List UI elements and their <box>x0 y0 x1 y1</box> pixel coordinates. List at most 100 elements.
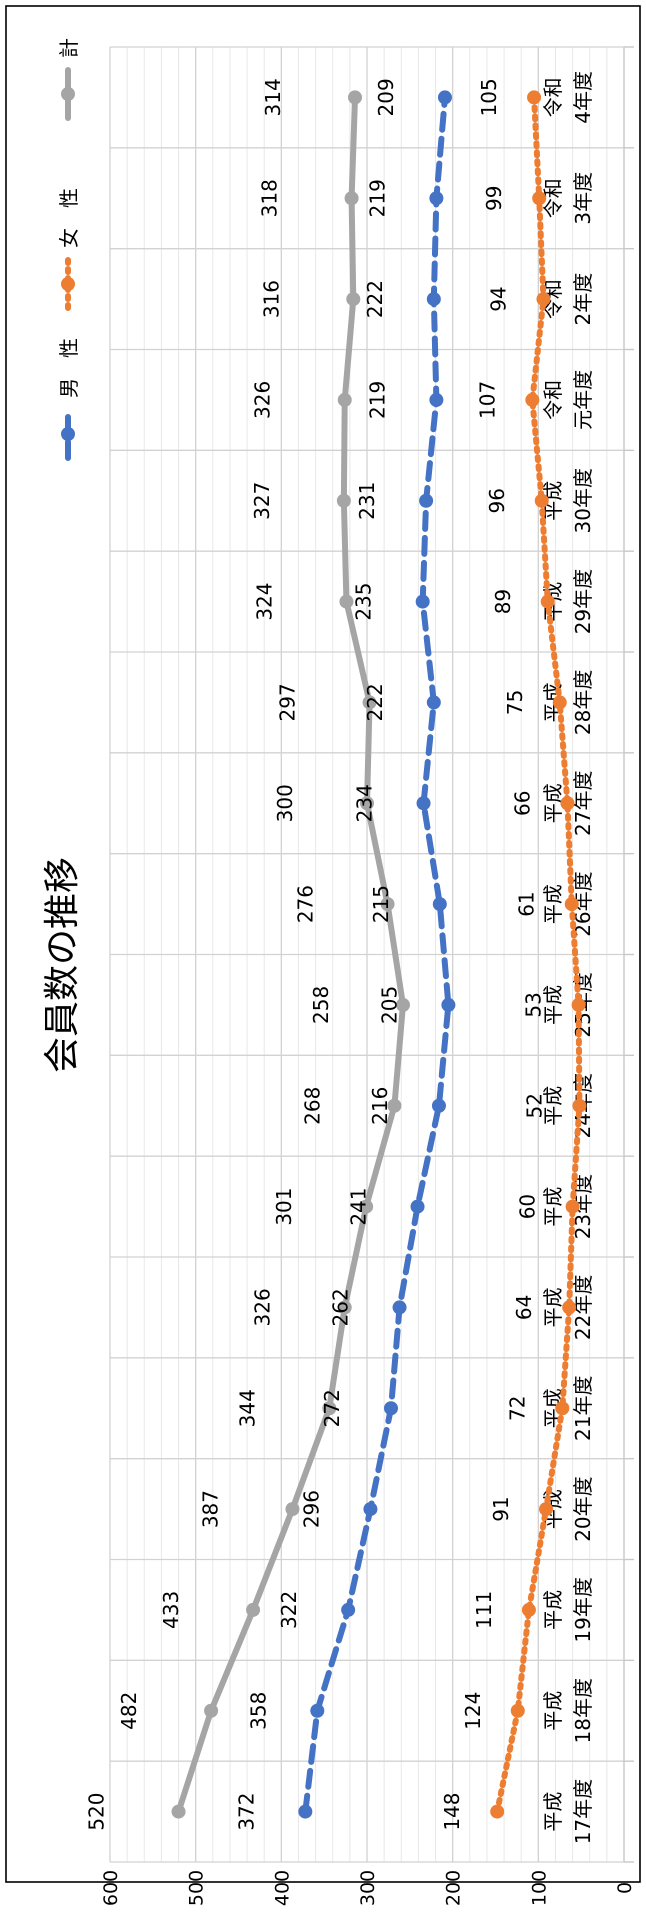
data-point <box>532 191 547 206</box>
data-point <box>363 1502 378 1517</box>
legend-swatch-marker <box>61 87 75 101</box>
category-label-era: 平成 <box>541 1691 565 1731</box>
data-point <box>525 392 540 407</box>
legend-label: 計 <box>57 38 81 58</box>
data-point <box>419 493 434 508</box>
legend-swatch-marker <box>61 277 75 291</box>
data-point <box>564 897 579 912</box>
data-label: 64 <box>512 1295 536 1320</box>
data-label: 94 <box>486 286 510 311</box>
data-point <box>571 997 586 1012</box>
category-label-year: 28年度 <box>571 670 595 735</box>
data-point <box>521 1602 536 1617</box>
category-label-era: 令和 <box>541 77 565 117</box>
data-label: 258 <box>309 986 333 1024</box>
category-label-year: 27年度 <box>571 771 595 836</box>
data-label: 324 <box>252 582 276 620</box>
category-label-year: 3年度 <box>571 172 595 225</box>
data-label: 301 <box>272 1187 296 1225</box>
legend: 男 性女 性計 <box>57 38 81 461</box>
series-markers <box>171 90 587 1819</box>
legend-swatch-marker <box>61 427 75 441</box>
value-tick-label: 600 <box>100 1870 122 1906</box>
data-label: 124 <box>461 1692 485 1730</box>
data-label: 216 <box>368 1087 392 1125</box>
data-point <box>431 1098 446 1113</box>
data-point <box>341 1602 356 1617</box>
data-point <box>362 695 377 710</box>
data-point <box>336 493 351 508</box>
data-point <box>536 292 551 307</box>
data-point <box>552 695 567 710</box>
data-label: 387 <box>198 1490 222 1528</box>
category-label-era: 平成 <box>541 1287 565 1327</box>
data-label: 91 <box>489 1496 513 1521</box>
data-label: 327 <box>250 482 274 520</box>
data-label: 52 <box>522 1093 546 1118</box>
legend-label: 男 性 <box>57 338 81 398</box>
category-label: 平成28年度 <box>541 670 595 735</box>
category-axis-labels: 平成17年度平成18年度平成19年度平成20年度平成21年度平成22年度平成23… <box>541 71 595 1844</box>
category-label: 令和 3年度 <box>541 172 595 225</box>
data-label: 60 <box>516 1194 540 1219</box>
value-tick-label: 100 <box>528 1870 550 1906</box>
category-label-year: 18年度 <box>571 1678 595 1743</box>
category-label: 令和 4年度 <box>541 71 595 124</box>
category-label: 平成 22年度 <box>541 1275 595 1340</box>
data-point <box>344 191 359 206</box>
data-point <box>527 90 542 105</box>
data-point <box>410 1199 425 1214</box>
data-label: 300 <box>273 784 297 822</box>
data-point <box>432 897 447 912</box>
series-line <box>302 94 452 1815</box>
data-point <box>322 1401 337 1416</box>
data-label: 89 <box>491 589 515 614</box>
category-label-year: 19年度 <box>571 1577 595 1642</box>
data-label: 272 <box>320 1389 344 1427</box>
data-point <box>383 1401 398 1416</box>
data-label: 219 <box>365 179 389 217</box>
data-label: 148 <box>440 1792 464 1830</box>
data-point <box>348 90 363 105</box>
data-label: 53 <box>522 992 546 1017</box>
chart-title: 会員数の推移 <box>42 857 83 1073</box>
data-point <box>395 997 410 1012</box>
data-label: 75 <box>503 690 527 715</box>
data-label: 234 <box>353 784 377 822</box>
category-label-era: 平成 <box>541 985 565 1025</box>
data-label: 314 <box>261 78 285 116</box>
category-label-era: 平成 <box>541 884 565 924</box>
data-point <box>310 1703 325 1718</box>
data-label: 316 <box>259 280 283 318</box>
data-point <box>360 796 374 811</box>
data-point <box>380 897 395 912</box>
value-axis-ticks: 0 100 200 300 400 500 600 <box>100 1870 636 1906</box>
data-point <box>510 1703 525 1718</box>
data-label: 372 <box>234 1792 258 1830</box>
data-label: 215 <box>369 885 393 923</box>
data-point <box>285 1502 300 1517</box>
category-label: 平成 27年度 <box>541 771 595 836</box>
category-label-year: 29年度 <box>571 569 595 634</box>
category-label: 令和 元年度 <box>541 370 595 430</box>
category-label-era: 平成 <box>541 1187 565 1227</box>
data-label: 358 <box>246 1692 270 1730</box>
data-point <box>339 594 354 609</box>
category-label-era: 平成 <box>541 1590 565 1630</box>
data-label: 96 <box>485 488 509 513</box>
data-label: 344 <box>235 1389 259 1427</box>
data-point <box>560 796 575 811</box>
data-point <box>534 493 549 508</box>
data-point <box>539 1502 554 1517</box>
category-label-year: 17年度 <box>571 1779 595 1844</box>
value-tick-label: 500 <box>186 1870 208 1906</box>
category-label-era: 平成 <box>541 1792 565 1832</box>
category-label: 平成 17年度 <box>541 1779 595 1844</box>
data-label: 66 <box>510 791 534 816</box>
category-label-era: 平成 <box>541 1086 565 1126</box>
data-label: 482 <box>117 1692 141 1730</box>
legend-label: 女 性 <box>57 188 81 248</box>
data-point <box>437 90 452 105</box>
data-label: 262 <box>329 1288 353 1326</box>
